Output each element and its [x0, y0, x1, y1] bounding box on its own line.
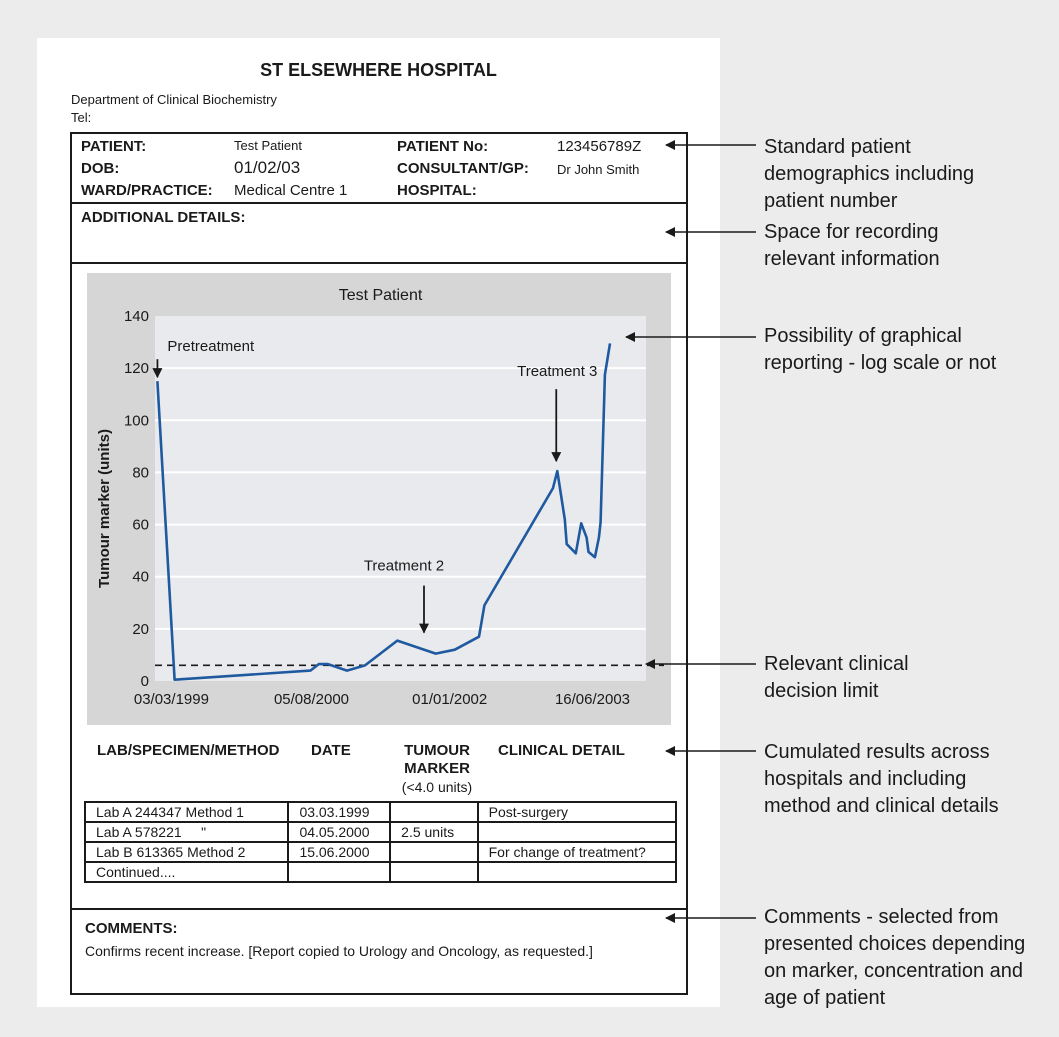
cell-lab: Lab A 244347 Method 1 — [83, 801, 290, 823]
y-tick-label: 120 — [124, 360, 149, 377]
callout-line: Relevant clinical — [764, 653, 909, 675]
dob-value: 01/02/03 — [234, 158, 301, 177]
callout-line: hospitals and including — [764, 768, 967, 790]
x-tick-label: 16/06/2003 — [555, 691, 630, 708]
hospital-name: ST ELSEWHERE HOSPITAL — [260, 60, 497, 80]
table-row: Lab A 578221 " 04.05.2000 2.5 units — [83, 821, 678, 843]
callout-limit: Relevant clinical decision limit — [764, 651, 909, 705]
comments-text: Confirms recent increase. [Report copied… — [85, 943, 593, 959]
consultant-label: CONSULTANT/GP: — [397, 160, 529, 177]
comments-box: COMMENTS: Confirms recent increase. [Rep… — [70, 908, 688, 995]
table-row: Lab B 613365 Method 2 15.06.2000 For cha… — [83, 841, 678, 863]
cell-date: 03.03.1999 — [287, 801, 392, 823]
plot-area — [155, 316, 646, 681]
callout-graph: Possibility of graphical reporting - log… — [764, 323, 996, 377]
callout-line: on marker, concentration and — [764, 960, 1024, 982]
cell-lab: Lab A 578221 " — [83, 821, 290, 843]
callout-line: relevant information — [764, 248, 940, 270]
cell-clinical: Post-surgery — [476, 801, 678, 823]
callout-line: Comments - selected from — [764, 906, 999, 928]
department-name: Department of Clinical Biochemistry — [71, 92, 277, 107]
x-tick-label: 01/01/2002 — [412, 691, 487, 708]
demographics-box: PATIENT: Test Patient PATIENT No: 123456… — [70, 132, 688, 204]
y-tick-label: 60 — [132, 517, 149, 534]
y-tick-label: 80 — [132, 464, 149, 481]
col-header-date: DATE — [311, 742, 351, 759]
callout-line: presented choices depending — [764, 933, 1026, 955]
chart-panel: Test Patient 0 20 40 60 80 100 120 140 03/03/1999… — [87, 273, 671, 725]
col-header-marker-line1: TUMOUR — [404, 742, 470, 759]
col-header-marker-line3: (<4.0 units) — [401, 779, 473, 795]
cell-clinical — [476, 861, 678, 883]
annotation-label: Treatment 2 — [364, 558, 444, 575]
cell-lab: Continued.... — [83, 861, 290, 883]
report-sheet: ST ELSEWHERE HOSPITAL Department of Clin… — [37, 38, 720, 1007]
patient-label: PATIENT: — [81, 138, 147, 155]
cell-clinical: For change of treatment? — [476, 841, 678, 863]
cell-date — [287, 861, 392, 883]
tumour-marker-chart: Test Patient 0 20 40 60 80 100 120 140 03/03/1999… — [96, 287, 664, 708]
y-tick-label: 0 — [141, 673, 149, 690]
callout-comments: Comments - selected from presented choic… — [764, 904, 1025, 1012]
consultant-value: Dr John Smith — [557, 162, 640, 177]
y-tick-label: 140 — [124, 308, 149, 325]
callout-line: Possibility of graphical — [764, 325, 962, 347]
callout-line: Standard patient — [764, 136, 911, 158]
hospital-label: HOSPITAL: — [397, 182, 477, 199]
patient-no-label: PATIENT No: — [397, 138, 489, 155]
callout-line: decision limit — [764, 680, 879, 702]
callout-line: Space for recording — [764, 221, 939, 243]
cell-marker: 2.5 units — [389, 821, 479, 843]
cell-clinical — [476, 821, 678, 843]
y-tick-label: 100 — [124, 412, 149, 429]
cell-date: 04.05.2000 — [287, 821, 392, 843]
callout-line: demographics including — [764, 163, 975, 185]
dob-label: DOB: — [81, 160, 120, 177]
patient-no-value: 123456789Z — [557, 138, 642, 155]
y-axis-label: Tumour marker (units) — [96, 429, 113, 588]
ward-value: Medical Centre 1 — [234, 182, 348, 199]
callout-line: reporting - log scale or not — [764, 352, 997, 374]
patient-value: Test Patient — [234, 138, 302, 153]
comments-label: COMMENTS: — [85, 920, 178, 937]
callout-line: Cumulated results across — [764, 741, 990, 763]
additional-details-label: ADDITIONAL DETAILS: — [81, 209, 246, 226]
annotation-label: Pretreatment — [167, 338, 255, 355]
results-table: Lab A 244347 Method 1 03.03.1999 Post-su… — [83, 801, 678, 883]
callout-line: patient number — [764, 190, 898, 212]
callout-cumulated: Cumulated results across hospitals and i… — [764, 739, 999, 820]
col-header-clinical: CLINICAL DETAIL — [498, 742, 625, 759]
ward-label: WARD/PRACTICE: — [81, 182, 213, 199]
cell-marker — [389, 841, 479, 863]
table-row: Lab A 244347 Method 1 03.03.1999 Post-su… — [83, 801, 678, 823]
callout-demographics: Standard patient demographics including … — [764, 134, 974, 215]
cell-marker — [389, 861, 479, 883]
col-header-marker-line2: MARKER — [404, 760, 470, 777]
callout-line: age of patient — [764, 987, 886, 1009]
annotation-label: Treatment 3 — [517, 363, 597, 380]
col-header-marker: TUMOUR MARKER (<4.0 units) — [387, 742, 487, 796]
y-tick-label: 40 — [132, 569, 149, 586]
col-header-lab: LAB/SPECIMEN/METHOD — [97, 742, 280, 759]
chart-title: Test Patient — [339, 287, 423, 304]
x-tick-label: 03/03/1999 — [134, 691, 209, 708]
tel-label: Tel: — [71, 110, 92, 125]
y-tick-label: 20 — [132, 621, 149, 638]
cell-marker — [389, 801, 479, 823]
cell-lab: Lab B 613365 Method 2 — [83, 841, 290, 863]
table-row: Continued.... — [83, 861, 678, 883]
callout-additional: Space for recording relevant information — [764, 219, 940, 273]
cell-date: 15.06.2000 — [287, 841, 392, 863]
callout-line: method and clinical details — [764, 795, 999, 817]
x-tick-label: 05/08/2000 — [274, 691, 349, 708]
